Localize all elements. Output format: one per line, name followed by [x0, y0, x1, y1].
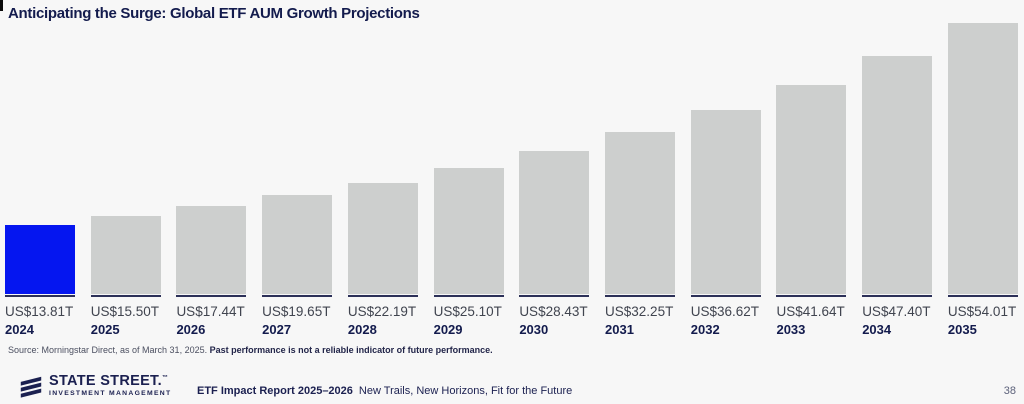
bar-value-label: US$15.50T: [90, 304, 160, 319]
bar: [433, 168, 504, 294]
bar-baseline: [862, 295, 933, 297]
bar-column: US$19.65T 2027: [262, 23, 333, 337]
bar-baseline: [605, 295, 676, 297]
bar-baseline: [519, 295, 590, 297]
bar-value-label: US$25.10T: [433, 304, 502, 319]
bar-column: US$28.43T 2030: [519, 23, 590, 337]
bar-chart: US$13.81T 2024 US$15.50T 2025 US$17.44T …: [5, 23, 1018, 337]
bar-baseline: [5, 295, 75, 297]
corner-artifact: [0, 0, 3, 11]
bar-year-label: 2024: [5, 322, 34, 337]
bar: [605, 132, 676, 294]
bar-value-label: US$41.64T: [776, 304, 845, 319]
bar-year-label: 2030: [519, 322, 549, 337]
bar-column: US$54.01T 2035: [947, 23, 1018, 337]
bar: [862, 56, 933, 294]
bar-plot-area: [862, 23, 933, 294]
bar: [947, 23, 1018, 294]
bar-baseline: [947, 295, 1018, 297]
bar-column: US$17.44T 2026: [176, 23, 247, 337]
bar-year-label: 2027: [262, 322, 292, 337]
report-footer-text: ETF Impact Report 2025–2026 New Trails, N…: [197, 385, 572, 397]
bar-baseline: [776, 295, 847, 297]
bar-value-label: US$32.25T: [605, 304, 674, 319]
brand-subtitle: INVESTMENT MANAGEMENT: [49, 389, 172, 397]
bar: [519, 151, 590, 294]
bar: [176, 206, 247, 294]
bar-column: US$36.62T 2032: [690, 23, 761, 337]
bar-plot-area: [519, 23, 590, 294]
bar-year-label: 2028: [347, 322, 377, 337]
bar-year-label: 2032: [690, 322, 720, 337]
bar-baseline: [690, 295, 761, 297]
source-text: Source: Morningstar Direct, as of March …: [8, 345, 210, 355]
bar-column: US$32.25T 2031: [605, 23, 676, 337]
brand-name: STATE STREET.™: [49, 374, 171, 389]
bar-year-label: 2031: [605, 322, 634, 337]
bar-column: US$13.81T 2024: [5, 23, 75, 337]
bar-plot-area: [433, 23, 504, 294]
logo-text-block: STATE STREET.™ INVESTMENT MANAGEMENT: [49, 374, 171, 397]
bar: [5, 225, 75, 294]
bar-column: US$41.64T 2033: [776, 23, 847, 337]
bar-year-label: 2025: [90, 322, 120, 337]
bar-plot-area: [947, 23, 1018, 294]
bar-baseline: [176, 295, 247, 297]
bar-baseline: [90, 295, 161, 297]
bar-baseline: [262, 295, 333, 297]
bar-plot-area: [262, 23, 333, 294]
bar-plot-area: [5, 23, 75, 294]
bar-baseline: [433, 295, 504, 297]
bar-value-label: US$22.19T: [347, 304, 417, 319]
bar-baseline: [347, 295, 418, 297]
bar-value-label: US$47.40T: [862, 304, 931, 319]
disclaimer-text: Past performance is not a reliable indic…: [209, 345, 493, 355]
bar-plot-area: [776, 23, 847, 294]
bar: [90, 216, 161, 294]
bar-value-label: US$54.01T: [947, 304, 1017, 319]
page-number: 38: [1003, 385, 1016, 397]
bar-column: US$25.10T 2029: [433, 23, 504, 337]
bar-year-label: 2034: [862, 322, 892, 337]
trademark-symbol: ™: [161, 375, 169, 382]
bar-year-label: 2033: [776, 322, 806, 337]
bar-plot-area: [90, 23, 161, 294]
bar-column: US$47.40T 2034: [862, 23, 933, 337]
bar: [690, 110, 761, 294]
bar-column: US$22.19T 2028: [347, 23, 418, 337]
bar: [347, 183, 418, 294]
bar-year-label: 2029: [433, 322, 463, 337]
report-subtitle: New Trails, New Horizons, Fit for the Fu…: [358, 385, 573, 397]
bar-year-label: 2026: [176, 322, 206, 337]
bar-plot-area: [176, 23, 247, 294]
bar: [262, 195, 333, 294]
source-note: Source: Morningstar Direct, as of March …: [8, 345, 493, 355]
report-title: ETF Impact Report 2025–2026: [197, 385, 353, 397]
bar-value-label: US$19.65T: [262, 304, 331, 319]
bar-year-label: 2035: [947, 322, 977, 337]
bar: [776, 85, 847, 294]
bar-plot-area: [347, 23, 418, 294]
chart-title: Anticipating the Surge: Global ETF AUM G…: [8, 5, 420, 22]
bar-value-label: US$28.43T: [519, 304, 588, 319]
bar-column: US$15.50T 2025: [90, 23, 161, 337]
brand-name-text: STATE STREET.: [49, 373, 162, 389]
bar-value-label: US$36.62T: [690, 304, 760, 319]
state-street-logo: STATE STREET.™ INVESTMENT MANAGEMENT: [18, 374, 171, 398]
state-street-logo-icon: [20, 376, 42, 398]
bar-value-label: US$13.81T: [5, 304, 74, 319]
bar-value-label: US$17.44T: [176, 304, 245, 319]
bar-plot-area: [605, 23, 676, 294]
bar-plot-area: [690, 23, 761, 294]
